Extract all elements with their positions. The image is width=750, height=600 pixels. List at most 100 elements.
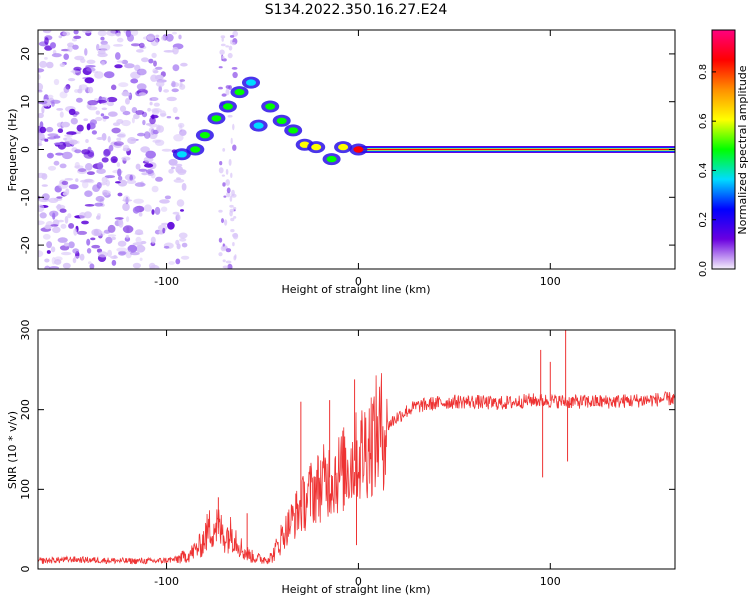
- noise-blob: [103, 229, 111, 234]
- noise-blob: [38, 204, 45, 212]
- noise-blob: [125, 196, 129, 205]
- noise-blob: [124, 63, 135, 69]
- noise-blob: [232, 71, 238, 79]
- noise-blob: [59, 111, 64, 118]
- noise-blob: [44, 138, 49, 142]
- noise-blob: [103, 71, 115, 79]
- noise-blob: [155, 176, 163, 182]
- noise-blob: [163, 245, 170, 249]
- noise-blob: [46, 152, 54, 159]
- noise-blob: [161, 36, 166, 41]
- noise-blob: [126, 179, 137, 184]
- noise-blob: [73, 30, 79, 35]
- noise-blob: [126, 216, 130, 223]
- noise-blob: [136, 68, 147, 76]
- noise-blob: [111, 84, 117, 91]
- noise-blob: [48, 197, 59, 203]
- noise-blob: [111, 236, 116, 240]
- snr-axes: -100 0 100 0 100 200 300: [19, 320, 675, 588]
- noise-blob: [108, 234, 117, 237]
- noise-blob: [82, 30, 93, 34]
- noise-blob: [144, 163, 154, 168]
- noise-blob: [219, 49, 225, 55]
- noise-blob: [110, 255, 118, 259]
- noise-blob: [73, 255, 81, 259]
- noise-blob: [176, 213, 180, 221]
- spectrogram-y-axis-label: Frequency (Hz): [6, 109, 19, 192]
- noise-blob: [222, 182, 226, 187]
- noise-blob: [122, 93, 131, 97]
- noise-blob: [172, 46, 179, 55]
- noise-blob: [90, 237, 96, 241]
- noise-blob: [232, 144, 237, 151]
- noise-blob: [38, 250, 44, 258]
- noise-blob: [44, 37, 49, 45]
- noise-blob: [180, 62, 188, 67]
- noise-blob: [105, 236, 113, 244]
- noise-blob: [85, 65, 96, 68]
- noise-blob: [122, 147, 131, 152]
- noise-blob: [178, 122, 185, 128]
- noise-blob: [119, 105, 127, 113]
- ridge-point-core: [246, 79, 256, 86]
- noise-blob: [46, 250, 51, 254]
- noise-blob: [56, 108, 64, 111]
- noise-blob: [154, 206, 161, 215]
- noise-blob: [91, 228, 102, 237]
- noise-blob: [115, 52, 121, 60]
- noise-blob: [170, 82, 180, 88]
- noise-blob: [81, 180, 89, 189]
- noise-blob: [228, 158, 232, 166]
- noise-blob: [149, 97, 159, 101]
- noise-blob: [96, 168, 106, 174]
- noise-blob: [38, 89, 43, 93]
- noise-blob: [221, 93, 227, 97]
- noise-blob: [67, 45, 73, 53]
- noise-blob: [121, 119, 131, 127]
- noise-blob: [232, 242, 235, 247]
- colorbar-ticks: 0.0 0.2 0.4 0.6 0.8: [698, 64, 716, 277]
- noise-blob: [92, 184, 101, 192]
- noise-blob: [64, 216, 69, 224]
- noise-blob: [96, 137, 104, 140]
- noise-blob: [101, 157, 109, 163]
- noise-blob: [42, 30, 47, 33]
- noise-blob: [218, 209, 223, 213]
- noise-blob: [115, 32, 121, 37]
- noise-blob: [161, 148, 172, 152]
- noise-blob: [57, 237, 68, 243]
- noise-blob: [113, 141, 124, 146]
- noise-blob: [151, 52, 157, 59]
- noise-blob: [72, 248, 80, 254]
- ridge-point-core: [253, 122, 264, 129]
- spectrogram-x-axis-label: Height of straight line (km): [281, 283, 430, 296]
- noise-blob: [171, 80, 176, 88]
- noise-blob: [225, 45, 230, 48]
- noise-blob: [38, 68, 45, 73]
- noise-blob: [163, 89, 170, 93]
- noise-blob: [138, 42, 145, 49]
- noise-blob: [149, 116, 156, 125]
- ridge-point-core: [234, 88, 245, 96]
- noise-blob: [171, 88, 179, 93]
- noise-blob: [97, 49, 106, 55]
- noise-blob: [70, 70, 80, 73]
- noise-blob: [86, 238, 91, 246]
- noise-blob: [114, 64, 123, 69]
- noise-blob: [86, 171, 95, 176]
- noise-blob: [41, 193, 50, 201]
- noise-blob: [95, 116, 103, 122]
- noise-blob: [38, 74, 41, 80]
- noise-blob: [51, 53, 62, 58]
- noise-blob: [164, 195, 171, 200]
- noise-blob: [54, 259, 62, 265]
- noise-blob: [147, 107, 152, 112]
- noise-blob: [218, 237, 223, 243]
- noise-blob: [38, 220, 45, 226]
- noise-blob: [160, 113, 167, 117]
- noise-blob: [79, 84, 88, 91]
- noise-blob: [133, 198, 145, 204]
- noise-blob: [86, 123, 91, 131]
- noise-blob: [132, 206, 140, 214]
